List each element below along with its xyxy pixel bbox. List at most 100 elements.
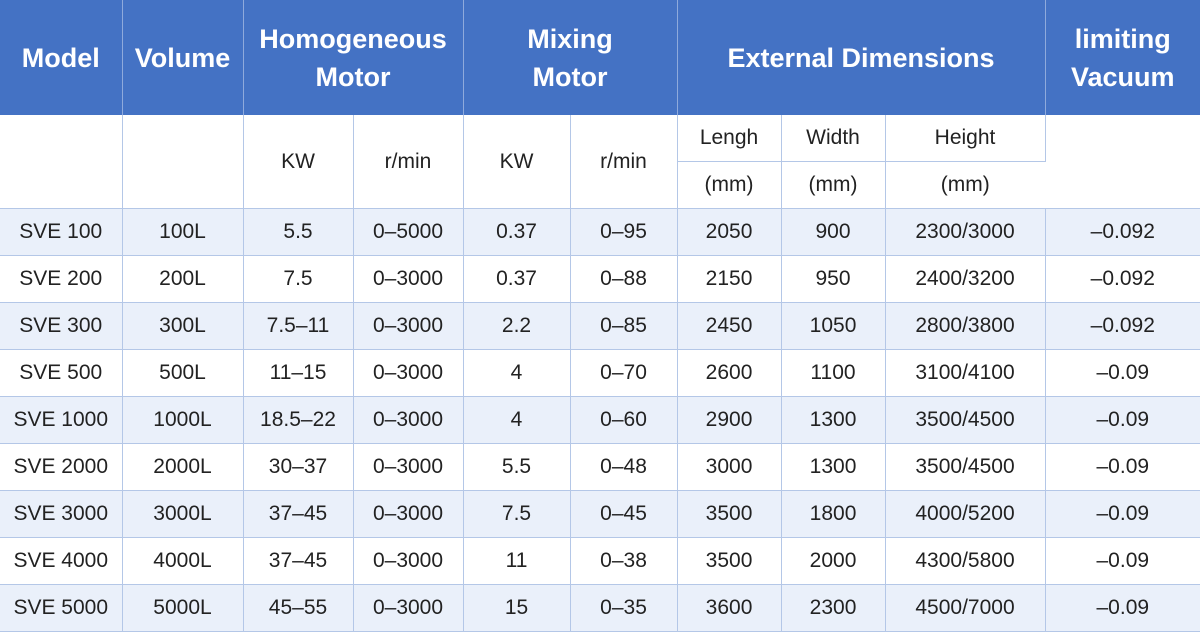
cell-height: 3100/4100	[885, 349, 1046, 397]
cell-homo-rpm: 0–3000	[353, 537, 464, 585]
subheader-height: Height	[885, 115, 1046, 162]
cell-vacuum: –0.09	[1045, 537, 1200, 585]
subheader-model-empty	[0, 115, 123, 209]
cell-model: SVE 500	[0, 349, 123, 397]
subheader-length: Lengh	[677, 115, 782, 162]
cell-mix-rpm: 0–95	[570, 208, 678, 256]
cell-homo-rpm: 0–5000	[353, 208, 464, 256]
cell-vacuum: –0.092	[1045, 255, 1200, 303]
cell-mix-rpm: 0–85	[570, 302, 678, 350]
cell-width: 1300	[781, 443, 886, 491]
header-volume: Volume	[122, 0, 244, 115]
cell-width: 900	[781, 208, 886, 256]
cell-width: 1100	[781, 349, 886, 397]
cell-mix-rpm: 0–45	[570, 490, 678, 538]
cell-height: 3500/4500	[885, 443, 1046, 491]
subheader-height-unit: (mm)	[885, 161, 1046, 209]
cell-homo-kw: 7.5	[243, 255, 354, 303]
cell-model: SVE 5000	[0, 584, 123, 632]
cell-homo-rpm: 0–3000	[353, 490, 464, 538]
header-mixing-motor: Mixing Motor	[463, 0, 678, 115]
cell-length: 2900	[677, 396, 782, 444]
cell-mix-kw: 0.37	[463, 208, 571, 256]
subheader-width: Width	[781, 115, 886, 162]
cell-vacuum: –0.09	[1045, 349, 1200, 397]
cell-length: 2600	[677, 349, 782, 397]
cell-volume: 500L	[122, 349, 244, 397]
cell-mix-kw: 15	[463, 584, 571, 632]
cell-mix-kw: 2.2	[463, 302, 571, 350]
cell-length: 3000	[677, 443, 782, 491]
cell-length: 2050	[677, 208, 782, 256]
cell-vacuum: –0.09	[1045, 443, 1200, 491]
cell-homo-rpm: 0–3000	[353, 443, 464, 491]
cell-volume: 4000L	[122, 537, 244, 585]
cell-length: 2150	[677, 255, 782, 303]
cell-width: 1300	[781, 396, 886, 444]
table-row: SVE 100 100L 5.5 0–5000 0.37 0–95 2050 900 2300/…	[0, 208, 1200, 256]
cell-height: 4500/7000	[885, 584, 1046, 632]
subheader-length-unit: (mm)	[677, 161, 782, 209]
cell-mix-rpm: 0–35	[570, 584, 678, 632]
subheader-mix-kw: KW	[463, 115, 571, 209]
cell-volume: 200L	[122, 255, 244, 303]
cell-length: 3600	[677, 584, 782, 632]
header-homogeneous-motor: Homogeneous Motor	[243, 0, 464, 115]
table-row: SVE 300 300L 7.5–11 0–3000 2.2 0–85 2450 1050 28…	[0, 302, 1200, 350]
cell-model: SVE 100	[0, 208, 123, 256]
cell-model: SVE 1000	[0, 396, 123, 444]
cell-mix-rpm: 0–48	[570, 443, 678, 491]
cell-model: SVE 3000	[0, 490, 123, 538]
subheader-width-unit: (mm)	[781, 161, 886, 209]
cell-mix-kw: 0.37	[463, 255, 571, 303]
cell-mix-kw: 4	[463, 396, 571, 444]
header-external-dimensions: External Dimensions	[677, 0, 1046, 115]
cell-vacuum: –0.09	[1045, 396, 1200, 444]
subheader-unit-row: (mm) (mm) (mm)	[0, 161, 1200, 209]
cell-model: SVE 2000	[0, 443, 123, 491]
cell-height: 2800/3800	[885, 302, 1046, 350]
subheader-volume-empty	[122, 115, 244, 209]
table-row: SVE 200 200L 7.5 0–3000 0.37 0–88 2150 950 2400/…	[0, 255, 1200, 303]
cell-homo-rpm: 0–3000	[353, 396, 464, 444]
cell-homo-kw: 37–45	[243, 490, 354, 538]
cell-vacuum: –0.092	[1045, 208, 1200, 256]
table-row: SVE 2000 2000L 30–37 0–3000 5.5 0–48 3000 1300 3…	[0, 443, 1200, 491]
subheader-row: KW r/min KW r/min Lengh Width Height	[0, 115, 1200, 209]
cell-homo-kw: 18.5–22	[243, 396, 354, 444]
table-row: SVE 500 500L 11–15 0–3000 4 0–70 2600 1100 3100/…	[0, 349, 1200, 397]
table-row: SVE 1000 1000L 18.5–22 0–3000 4 0–60 2900 1300 3…	[0, 396, 1200, 444]
cell-volume: 2000L	[122, 443, 244, 491]
cell-height: 2400/3200	[885, 255, 1046, 303]
cell-model: SVE 200	[0, 255, 123, 303]
cell-height: 4300/5800	[885, 537, 1046, 585]
cell-model: SVE 4000	[0, 537, 123, 585]
cell-mix-kw: 4	[463, 349, 571, 397]
table-row: SVE 4000 4000L 37–45 0–3000 11 0–38 3500 2000 43…	[0, 537, 1200, 585]
cell-height: 2300/3000	[885, 208, 1046, 256]
subheader-homo-rpm: r/min	[353, 115, 464, 209]
cell-mix-rpm: 0–60	[570, 396, 678, 444]
cell-volume: 5000L	[122, 584, 244, 632]
cell-mix-kw: 11	[463, 537, 571, 585]
cell-mix-rpm: 0–38	[570, 537, 678, 585]
cell-mix-kw: 7.5	[463, 490, 571, 538]
subheader-homo-kw: KW	[243, 115, 354, 209]
header-row: Model Volume Homogeneous Motor Mixing Moto…	[0, 0, 1200, 115]
cell-mix-kw: 5.5	[463, 443, 571, 491]
cell-length: 3500	[677, 490, 782, 538]
cell-homo-kw: 30–37	[243, 443, 354, 491]
cell-homo-rpm: 0–3000	[353, 255, 464, 303]
cell-homo-kw: 5.5	[243, 208, 354, 256]
cell-homo-rpm: 0–3000	[353, 584, 464, 632]
table-row: SVE 5000 5000L 45–55 0–3000 15 0–35 3600 2300 45…	[0, 584, 1200, 632]
cell-vacuum: –0.09	[1045, 490, 1200, 538]
header-model: Model	[0, 0, 123, 115]
table-body: SVE 100 100L 5.5 0–5000 0.37 0–95 2050 900 2300/…	[0, 208, 1200, 632]
cell-width: 1050	[781, 302, 886, 350]
cell-volume: 100L	[122, 208, 244, 256]
cell-vacuum: –0.09	[1045, 584, 1200, 632]
cell-mix-rpm: 0–70	[570, 349, 678, 397]
cell-width: 950	[781, 255, 886, 303]
